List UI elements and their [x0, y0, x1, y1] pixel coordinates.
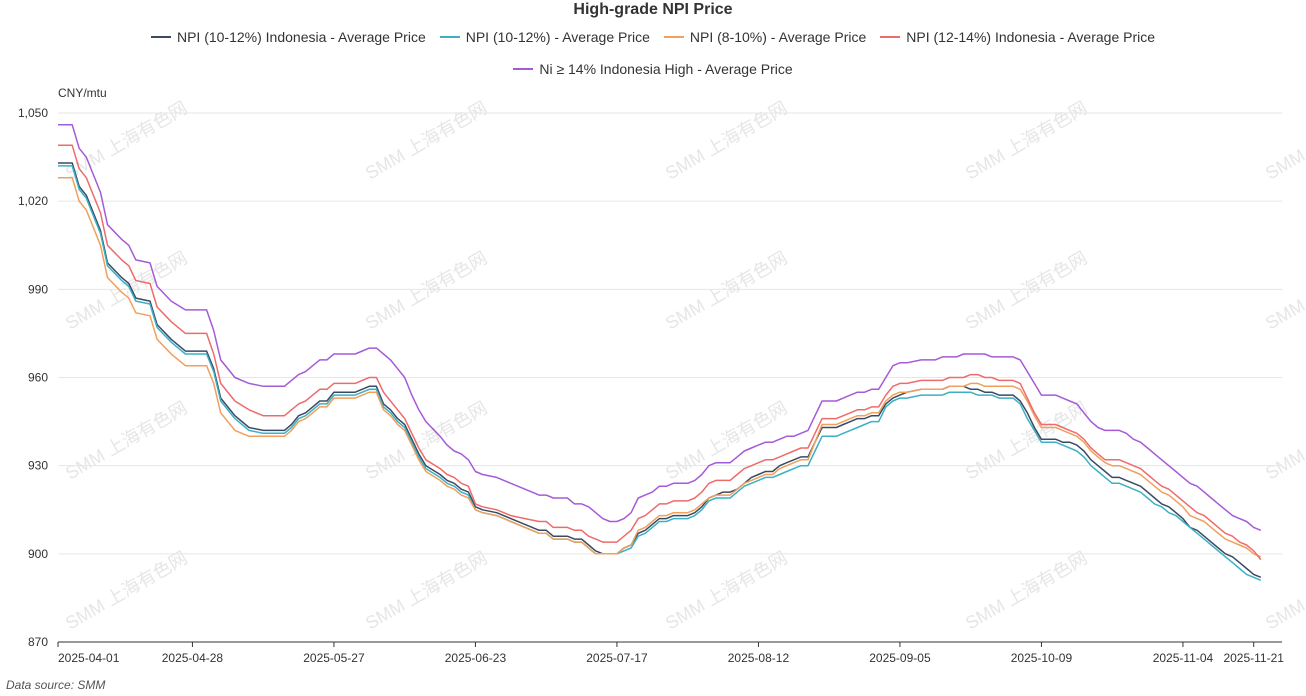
watermark-text: SMM 上海有色网: [362, 398, 491, 484]
legend-item-npi-10-12[interactable]: NPI (10-12%) - Average Price: [439, 29, 650, 45]
watermark-text: SMM 上海有色网: [1262, 98, 1306, 184]
grid-lines: [58, 112, 1282, 555]
legend-item-npi-10-12-indonesia[interactable]: NPI (10-12%) Indonesia - Average Price: [150, 29, 426, 45]
watermark-text: SMM 上海有色网: [662, 248, 791, 334]
watermark-text: SMM 上海有色网: [362, 248, 491, 334]
series-line-3: [58, 144, 1262, 561]
x-tick-label: 2025-05-27: [303, 651, 365, 665]
legend-swatch: [663, 36, 684, 38]
series-line-0: [58, 162, 1262, 578]
legend-row-1: NPI (10-12%) Indonesia - Average Price N…: [0, 29, 1306, 45]
y-tick-label: 870: [28, 635, 48, 649]
series-lines: [58, 124, 1262, 581]
watermark-text: SMM 上海有色网: [362, 98, 491, 184]
watermark-text: SMM 上海有色网: [662, 98, 791, 184]
x-tick-label: 2025-04-01: [58, 651, 120, 665]
x-tick-label: 2025-08-12: [728, 651, 790, 665]
watermark-text: SMM 上海有色网: [1262, 548, 1306, 634]
watermark-text: SMM 上海有色网: [362, 548, 491, 634]
legend-label: NPI (10-12%) - Average Price: [465, 29, 650, 45]
watermark-text: SMM 上海有色网: [62, 548, 191, 634]
y-axis-unit: CNY/mtu: [58, 86, 107, 100]
series-line-1: [58, 165, 1262, 581]
legend-label: NPI (10-12%) Indonesia - Average Price: [176, 29, 426, 45]
legend-label: NPI (12-14%) Indonesia - Average Price: [906, 29, 1156, 45]
watermark-text: SMM 上海有色网: [1262, 248, 1306, 334]
watermark-text: SMM 上海有色网: [1262, 398, 1306, 484]
watermark-text: SMM 上海有色网: [62, 248, 191, 334]
watermark-text: SMM 上海有色网: [962, 548, 1091, 634]
legend-swatch: [439, 36, 460, 38]
series-line-4: [58, 124, 1262, 531]
watermark-text: SMM 上海有色网: [62, 398, 191, 484]
legend-item-ni-14-indonesia-high[interactable]: Ni ≥ 14% Indonesia High - Average Price: [513, 61, 793, 77]
y-tick-label: 1,050: [18, 106, 48, 120]
legend-item-npi-12-14-indonesia[interactable]: NPI (12-14%) Indonesia - Average Price: [880, 29, 1155, 45]
legend-swatch: [150, 36, 171, 38]
x-tick-label: 2025-09-05: [869, 651, 931, 665]
x-tick-label: 2025-11-04: [1153, 651, 1214, 665]
legend-swatch: [880, 36, 901, 38]
x-tick-label: 2025-11-21: [1223, 651, 1284, 665]
y-tick-label: 900: [28, 547, 48, 561]
x-axis: 2025-04-01 2025-04-28 2025-05-27 2025-06-23…: [57, 641, 1284, 665]
legend-label: NPI (8-10%) - Average Price: [689, 29, 867, 45]
watermark-layer: SMM 上海有色网 SMM 上海有色网 SMM 上海有色网 SMM 上海有色网 SMM …: [62, 98, 1306, 634]
watermark-text: SMM 上海有色网: [962, 98, 1091, 184]
y-axis-ticks: 870 900 930 960 990 1,020 1,050: [18, 106, 48, 649]
legend-label: Ni ≥ 14% Indonesia High - Average Price: [539, 61, 793, 77]
watermark-text: SMM 上海有色网: [962, 248, 1091, 334]
x-tick-label: 2025-10-09: [1011, 651, 1073, 665]
y-tick-label: 990: [28, 282, 48, 296]
data-source: Data source: SMM: [6, 678, 106, 692]
watermark-text: SMM 上海有色网: [662, 548, 791, 634]
series-line-2: [58, 176, 1262, 558]
x-tick-label: 2025-06-23: [445, 651, 507, 665]
chart-title: High-grade NPI Price: [573, 1, 733, 18]
x-tick-label: 2025-04-28: [162, 651, 224, 665]
y-tick-label: 930: [28, 459, 48, 473]
legend-item-npi-8-10[interactable]: NPI (8-10%) - Average Price: [663, 29, 867, 45]
x-tick-label: 2025-07-17: [586, 651, 648, 665]
watermark-text: SMM 上海有色网: [662, 398, 791, 484]
legend-row-2: Ni ≥ 14% Indonesia High - Average Price: [0, 61, 1306, 77]
y-tick-label: 1,020: [18, 194, 48, 208]
y-tick-label: 960: [28, 371, 48, 385]
legend-swatch: [513, 68, 534, 70]
